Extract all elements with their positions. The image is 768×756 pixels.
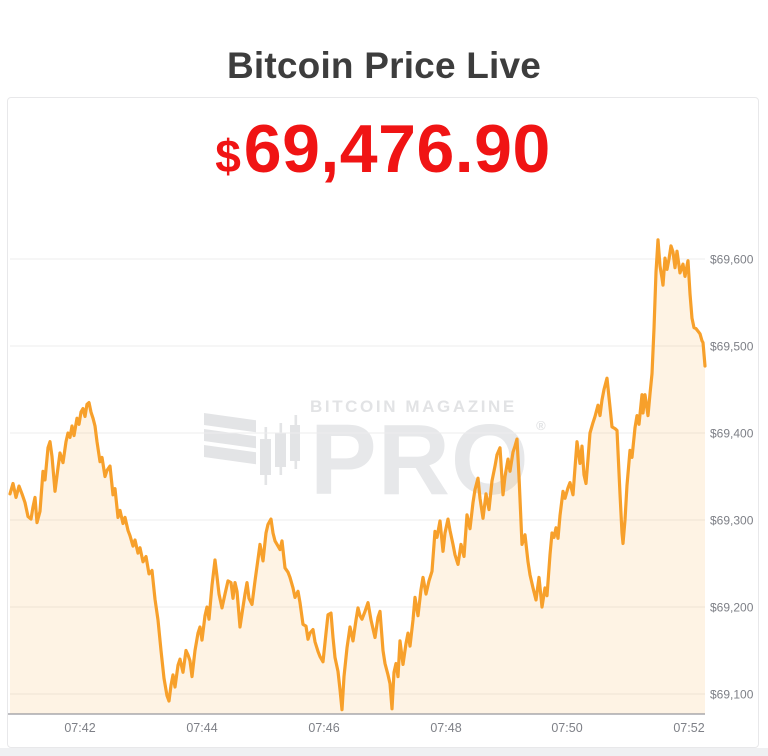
x-tick-label: 07:42 [64, 721, 95, 735]
price-display: $69,476.90 [8, 110, 758, 188]
x-tick-label: 07:52 [673, 721, 704, 735]
y-tick-label: $69,100 [710, 688, 754, 702]
y-tick-label: $69,200 [710, 601, 754, 615]
y-tick-label: $69,600 [710, 253, 754, 267]
price-chart[interactable]: $69,600 $69,500 $69,400 $69,300 $69,200 $69,1… [8, 98, 758, 747]
y-tick-label: $69,400 [710, 427, 754, 441]
x-tick-label: 07:48 [430, 721, 461, 735]
price-amount: 69,476.90 [243, 111, 551, 187]
price-line [8, 238, 707, 712]
y-tick-label: $69,300 [710, 514, 754, 528]
price-area [10, 239, 705, 714]
currency-symbol: $ [215, 130, 241, 182]
price-card: $69,476.90 BI [7, 97, 759, 748]
x-tick-label: 07:50 [551, 721, 582, 735]
y-tick-label: $69,500 [710, 340, 754, 354]
page-title: Bitcoin Price Live [226, 44, 542, 86]
x-tick-label: 07:44 [186, 721, 217, 735]
x-tick-label: 07:46 [308, 721, 339, 735]
footer-strip [0, 748, 768, 756]
